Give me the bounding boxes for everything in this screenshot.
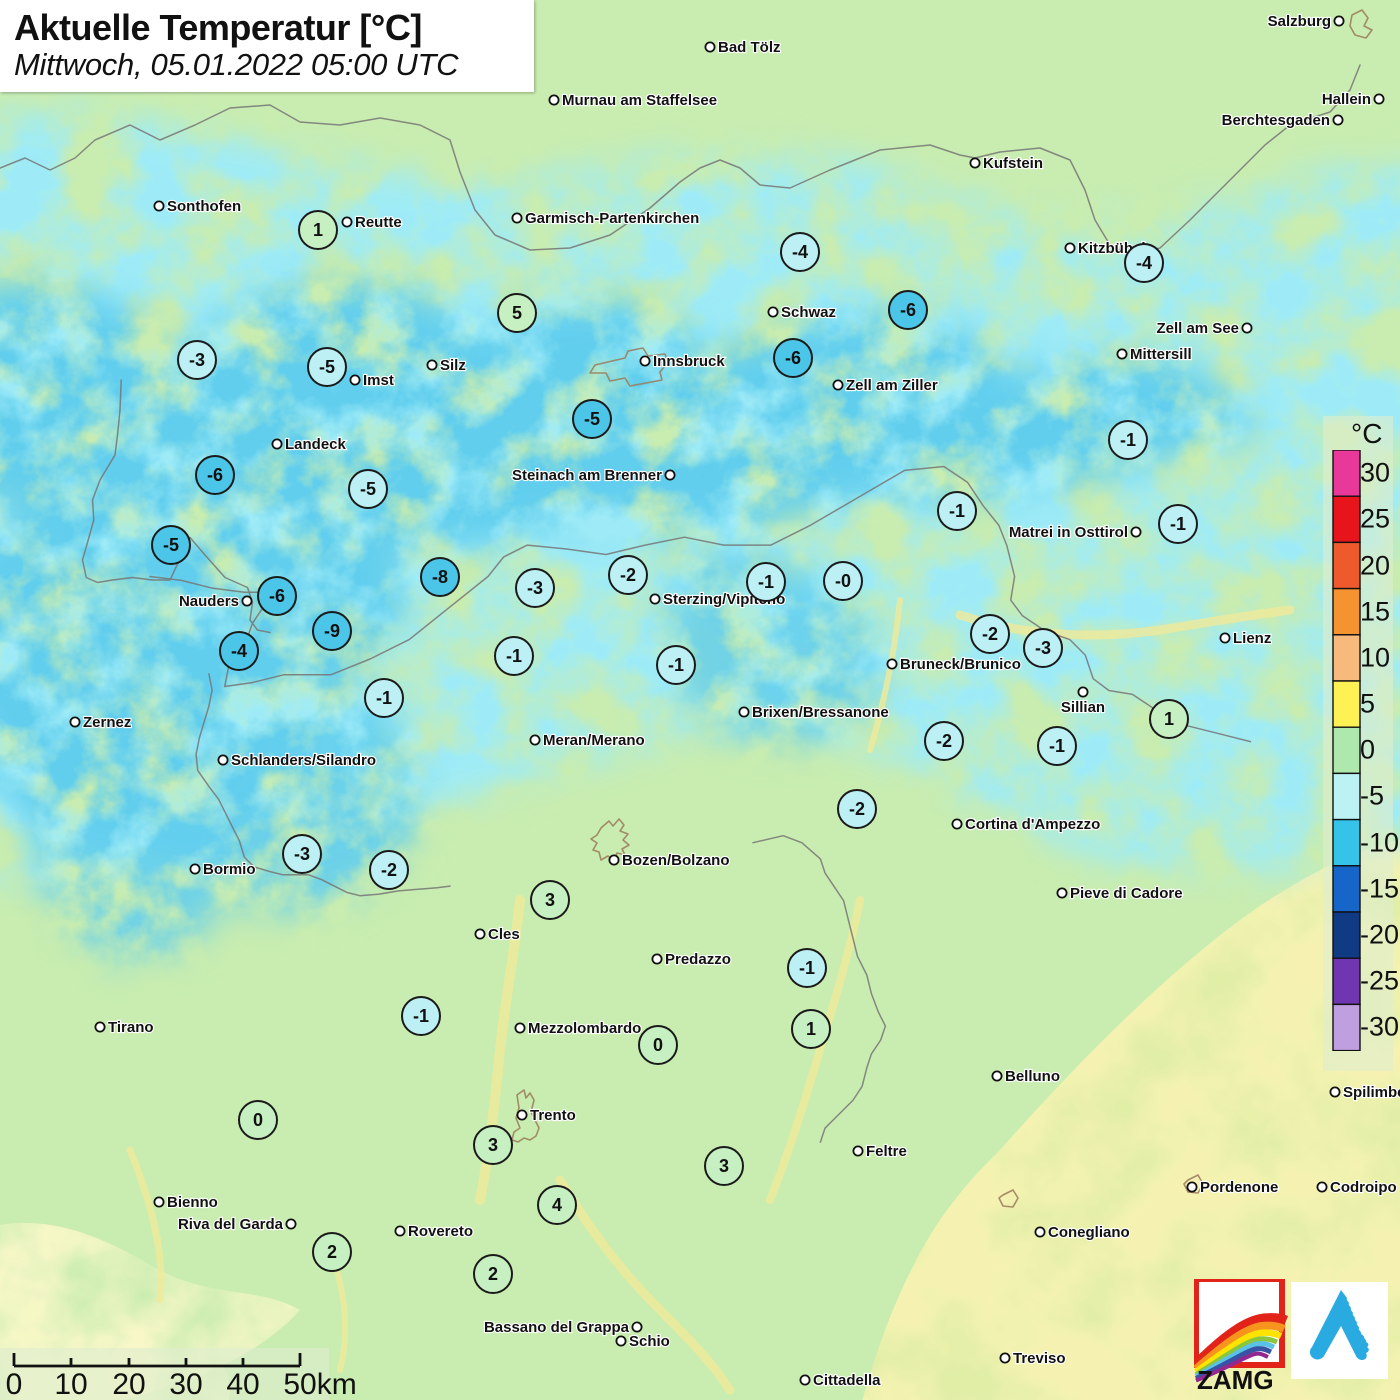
svg-text:Rovereto: Rovereto xyxy=(408,1223,473,1240)
svg-text:ZAMG: ZAMG xyxy=(1197,1365,1274,1395)
svg-text:Feltre: Feltre xyxy=(866,1143,907,1160)
svg-text:-6: -6 xyxy=(269,586,285,606)
svg-text:Bassano del Grappa: Bassano del Grappa xyxy=(484,1319,630,1336)
svg-text:Imst: Imst xyxy=(363,372,394,389)
svg-text:-4: -4 xyxy=(231,641,247,661)
svg-text:Codroipo: Codroipo xyxy=(1330,1179,1397,1196)
svg-text:-1: -1 xyxy=(949,501,965,521)
svg-text:Sillian: Sillian xyxy=(1061,699,1105,716)
svg-text:-6: -6 xyxy=(900,300,916,320)
svg-text:-1: -1 xyxy=(758,572,774,592)
svg-text:3: 3 xyxy=(488,1135,498,1155)
svg-text:-9: -9 xyxy=(324,621,340,641)
svg-text:Bozen/Bolzano: Bozen/Bolzano xyxy=(622,852,730,869)
svg-text:Schwaz: Schwaz xyxy=(781,304,836,321)
svg-text:Cortina d'Ampezzo: Cortina d'Ampezzo xyxy=(965,816,1100,833)
svg-text:Belluno: Belluno xyxy=(1005,1068,1060,1085)
svg-text:-1: -1 xyxy=(1170,514,1186,534)
svg-text:-5: -5 xyxy=(163,535,179,555)
svg-text:Trento: Trento xyxy=(530,1107,576,1124)
svg-text:Lienz: Lienz xyxy=(1233,630,1271,647)
svg-text:Schio: Schio xyxy=(629,1333,670,1350)
svg-text:-3: -3 xyxy=(189,350,205,370)
svg-text:-2: -2 xyxy=(620,565,636,585)
svg-text:Nauders: Nauders xyxy=(179,593,239,610)
svg-text:Conegliano: Conegliano xyxy=(1048,1224,1130,1241)
svg-text:-5: -5 xyxy=(584,409,600,429)
svg-text:-1: -1 xyxy=(668,655,684,675)
svg-text:Reutte: Reutte xyxy=(355,214,402,231)
svg-text:Steinach am Brenner: Steinach am Brenner xyxy=(512,467,662,484)
svg-text:-4: -4 xyxy=(792,242,808,262)
svg-text:Schlanders/Silandro: Schlanders/Silandro xyxy=(231,752,376,769)
svg-text:-5: -5 xyxy=(319,357,335,377)
svg-text:Silz: Silz xyxy=(440,357,466,374)
svg-text:Salzburg: Salzburg xyxy=(1268,13,1331,30)
svg-text:Brixen/Bressanone: Brixen/Bressanone xyxy=(752,704,889,721)
svg-text:-0: -0 xyxy=(835,571,851,591)
svg-text:Spilimbergo: Spilimbergo xyxy=(1343,1084,1400,1101)
svg-text:Mezzolombardo: Mezzolombardo xyxy=(528,1020,641,1037)
svg-text:Hallein: Hallein xyxy=(1322,91,1371,108)
svg-text:Zell am See: Zell am See xyxy=(1156,320,1239,337)
svg-text:Cittadella: Cittadella xyxy=(813,1372,881,1389)
svg-text:-2: -2 xyxy=(849,799,865,819)
svg-text:Murnau am Staffelsee: Murnau am Staffelsee xyxy=(562,92,717,109)
svg-text:Predazzo: Predazzo xyxy=(665,951,731,968)
svg-text:-1: -1 xyxy=(799,958,815,978)
svg-text:-1: -1 xyxy=(506,646,522,666)
svg-text:Bad Tölz: Bad Tölz xyxy=(718,39,781,56)
svg-text:-6: -6 xyxy=(207,465,223,485)
svg-text:-1: -1 xyxy=(376,688,392,708)
svg-text:Landeck: Landeck xyxy=(285,436,347,453)
svg-text:Zell am Ziller: Zell am Ziller xyxy=(846,377,938,394)
svg-text:Kufstein: Kufstein xyxy=(983,155,1043,172)
svg-text:-1: -1 xyxy=(1120,430,1136,450)
svg-text:3: 3 xyxy=(719,1156,729,1176)
svg-text:Bruneck/Brunico: Bruneck/Brunico xyxy=(900,656,1021,673)
svg-text:4: 4 xyxy=(552,1195,562,1215)
svg-text:Tirano: Tirano xyxy=(108,1019,154,1036)
svg-text:-5: -5 xyxy=(360,479,376,499)
svg-text:1: 1 xyxy=(313,220,323,240)
svg-text:2: 2 xyxy=(488,1264,498,1284)
svg-text:Bormio: Bormio xyxy=(203,861,256,878)
svg-text:1: 1 xyxy=(806,1019,816,1039)
svg-text:-3: -3 xyxy=(294,844,310,864)
svg-text:Sonthofen: Sonthofen xyxy=(167,198,241,215)
svg-text:Zernez: Zernez xyxy=(83,714,131,731)
svg-text:-1: -1 xyxy=(413,1006,429,1026)
svg-text:Cles: Cles xyxy=(488,926,520,943)
svg-text:-1: -1 xyxy=(1049,736,1065,756)
svg-text:Bienno: Bienno xyxy=(167,1194,218,1211)
svg-text:Meran/Merano: Meran/Merano xyxy=(543,732,645,749)
svg-text:5: 5 xyxy=(512,303,522,323)
svg-text:1: 1 xyxy=(1164,709,1174,729)
svg-text:Mittersill: Mittersill xyxy=(1130,346,1192,363)
svg-text:-6: -6 xyxy=(785,348,801,368)
svg-text:-4: -4 xyxy=(1136,253,1152,273)
svg-text:Pordenone: Pordenone xyxy=(1200,1179,1278,1196)
svg-text:Innsbruck: Innsbruck xyxy=(653,353,725,370)
svg-text:Matrei in Osttirol: Matrei in Osttirol xyxy=(1009,524,1128,541)
svg-text:-2: -2 xyxy=(936,731,952,751)
svg-text:-3: -3 xyxy=(527,578,543,598)
svg-text:-2: -2 xyxy=(982,624,998,644)
svg-text:-2: -2 xyxy=(381,860,397,880)
svg-text:Pieve di Cadore: Pieve di Cadore xyxy=(1070,885,1183,902)
svg-text:0: 0 xyxy=(253,1110,263,1130)
svg-text:Garmisch-Partenkirchen: Garmisch-Partenkirchen xyxy=(525,210,699,227)
svg-text:Berchtesgaden: Berchtesgaden xyxy=(1222,112,1330,129)
svg-text:-8: -8 xyxy=(432,567,448,587)
svg-text:0: 0 xyxy=(653,1035,663,1055)
svg-text:3: 3 xyxy=(545,890,555,910)
svg-text:Treviso: Treviso xyxy=(1013,1350,1066,1367)
svg-text:Riva del Garda: Riva del Garda xyxy=(178,1216,284,1233)
svg-text:2: 2 xyxy=(327,1242,337,1262)
svg-text:-3: -3 xyxy=(1035,638,1051,658)
